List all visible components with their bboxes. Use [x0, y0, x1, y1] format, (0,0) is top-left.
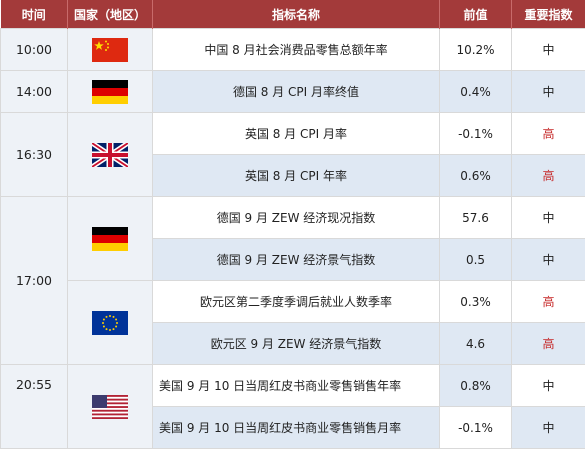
indicator-cell: 英国 8 月 CPI 年率 — [152, 154, 440, 197]
indicator-cell: 德国 9 月 ZEW 经济现况指数 — [152, 196, 440, 239]
table-header-row: 时间 国家（地区） 指标名称 前值 重要指数 — [0, 0, 585, 29]
importance-cell: 中 — [511, 196, 585, 239]
importance-cell: 高 — [511, 280, 585, 323]
importance-cell: 中 — [511, 364, 585, 407]
header-importance: 重要指数 — [511, 0, 585, 29]
eu-flag-icon — [92, 310, 128, 335]
importance-cell: 高 — [511, 322, 585, 365]
country-cell — [67, 196, 153, 281]
country-cell — [67, 70, 153, 113]
indicator-cell: 中国 8 月社会消费品零售总额年率 — [152, 28, 440, 71]
value-cell: 4.6 — [439, 322, 512, 365]
indicator-cell: 美国 9 月 10 日当周红皮书商业零售销售年率 — [152, 364, 440, 407]
indicator-cell: 英国 8 月 CPI 月率 — [152, 112, 440, 155]
indicator-cell: 美国 9 月 10 日当周红皮书商业零售销售月率 — [152, 406, 440, 449]
value-cell: 57.6 — [439, 196, 512, 239]
importance-cell: 中 — [511, 406, 585, 449]
header-country: 国家（地区） — [67, 0, 153, 29]
indicator-cell: 欧元区 9 月 ZEW 经济景气指数 — [152, 322, 440, 365]
importance-cell: 高 — [511, 154, 585, 197]
time-cell: 20:55 — [0, 364, 68, 449]
table-row: 20:55 — [0, 364, 585, 449]
value-cell: 0.4% — [439, 70, 512, 113]
table-row: 17:00 德国 9 月 ZEW 经济现况指数 57.6 中 — [0, 196, 585, 365]
value-cell: -0.1% — [439, 112, 512, 155]
time-cell: 17:00 — [0, 196, 68, 365]
time-cell: 14:00 — [0, 70, 68, 113]
value-cell: 0.6% — [439, 154, 512, 197]
value-cell: 0.8% — [439, 364, 512, 407]
header-value: 前值 — [439, 0, 512, 29]
importance-cell: 中 — [511, 28, 585, 71]
indicator-cell: 欧元区第二季度季调后就业人数季率 — [152, 280, 440, 323]
table-row: 16:30 英国 8 月 CPI 月率 -0.1% 高 — [0, 112, 585, 197]
germany-flag-icon — [92, 226, 128, 251]
value-cell: 0.3% — [439, 280, 512, 323]
country-cell — [67, 28, 153, 71]
importance-cell: 高 — [511, 112, 585, 155]
importance-cell: 中 — [511, 70, 585, 113]
value-cell: 10.2% — [439, 28, 512, 71]
germany-flag-icon — [92, 79, 128, 104]
value-cell: 0.5 — [439, 238, 512, 281]
indicator-cell: 德国 9 月 ZEW 经济景气指数 — [152, 238, 440, 281]
table-row: 德国 9 月 ZEW 经济景气指数 0.5 中 — [1, 238, 585, 281]
country-cell — [67, 112, 153, 197]
country-cell — [67, 364, 153, 449]
table-row: 英国 8 月 CPI 年率 0.6% 高 — [1, 154, 585, 197]
header-indicator: 指标名称 — [152, 0, 440, 29]
table-row: 美国 9 月 10 日当周红皮书商业零售销售月率 -0.1% 中 — [1, 406, 585, 449]
time-cell: 10:00 — [0, 28, 68, 71]
table-row: 14:00 德国 8 月 CPI 月率终值 0.4% 中 — [0, 70, 585, 113]
indicator-cell: 德国 8 月 CPI 月率终值 — [152, 70, 440, 113]
country-cell — [67, 280, 153, 365]
china-flag-icon — [92, 37, 128, 62]
table-row: 欧元区 9 月 ZEW 经济景气指数 4.6 高 — [1, 322, 585, 365]
value-cell: -0.1% — [439, 406, 512, 449]
importance-cell: 中 — [511, 238, 585, 281]
table-row: 欧元区第二季度季调后就业人数季率 0.3% 高 — [1, 280, 585, 365]
time-cell: 16:30 — [0, 112, 68, 197]
uk-flag-icon — [92, 142, 128, 167]
usa-flag-icon — [92, 394, 128, 419]
table-row: 10:00 中国 8 月社会消费品零售总额年率 10.2% 中 — [0, 28, 585, 71]
header-time: 时间 — [0, 0, 68, 29]
